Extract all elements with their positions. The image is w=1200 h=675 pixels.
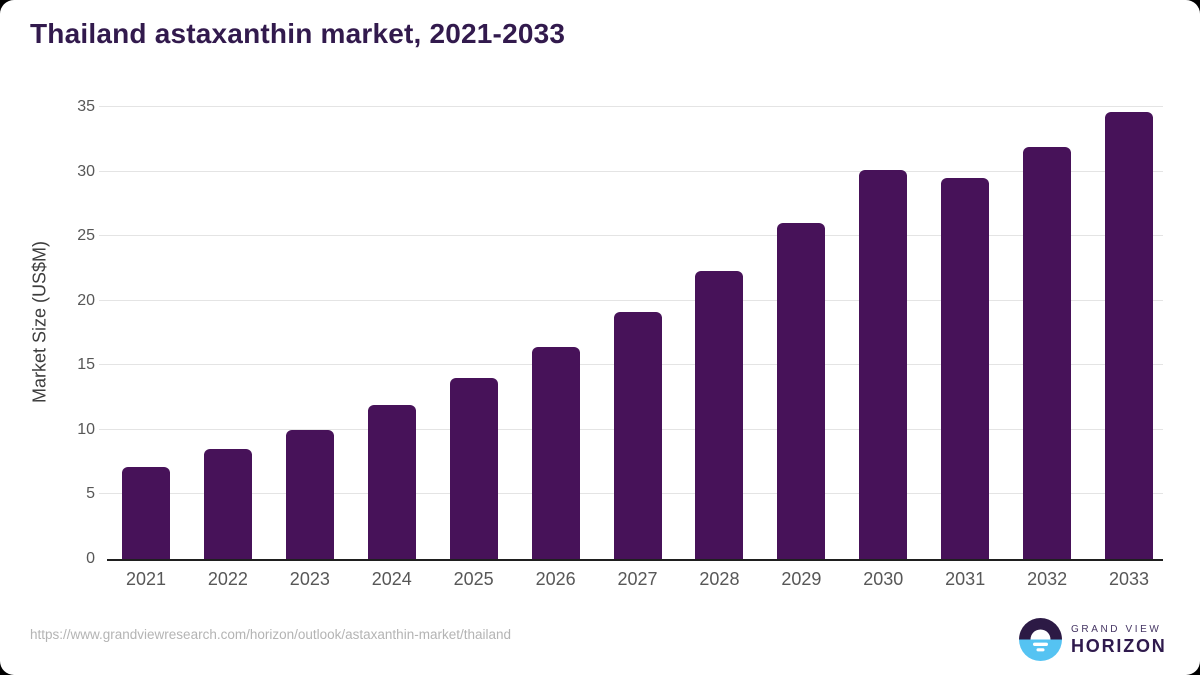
bar-2021[interactable] [122,467,170,559]
x-tick-label-2029: 2029 [781,569,822,589]
bar-2028[interactable] [695,271,744,559]
bar-2033[interactable] [1105,112,1154,559]
gridline-35 [99,106,1163,107]
gridline-25 [99,235,1163,237]
x-tick-label-2021: 2021 [125,569,167,589]
gridline-20 [99,299,1163,301]
chart-title: Thailand astaxanthin market, 2021-2033 [30,18,566,49]
bar-2025[interactable] [449,378,498,559]
bar-2022[interactable] [203,449,252,559]
x-tick-label-2032: 2032 [1027,569,1068,589]
x-tick-label-2025: 2025 [453,569,494,589]
bar-2024[interactable] [367,405,416,559]
logo-brand-bottom: HORIZON [1071,636,1167,656]
bar-2023[interactable] [285,429,334,559]
x-axis-line [107,559,1163,561]
bar-2026[interactable] [531,347,580,559]
y-tick-label-30: 30 [77,162,95,180]
x-tick-label-2030: 2030 [863,569,904,589]
gridline-30 [99,170,1163,172]
logo-wordmark: GRAND VIEW HORIZON [1071,624,1167,655]
y-tick-label-25: 25 [77,227,95,245]
bar-2032[interactable] [1023,147,1072,559]
x-tick-label-2028: 2028 [699,569,740,589]
grand-view-horizon-logo: GRAND VIEW HORIZON [1019,618,1167,661]
y-tick-label-5: 5 [86,485,95,503]
bar-2031[interactable] [941,178,990,559]
x-tick-label-2022: 2022 [207,569,248,589]
x-tick-label-2031: 2031 [945,569,986,589]
bar-2030[interactable] [859,170,908,559]
x-tick-label-2023: 2023 [289,569,330,589]
bar-2029[interactable] [777,223,826,559]
y-axis-title: Market Size (US$M) [29,240,50,404]
y-tick-label-20: 20 [77,291,95,309]
y-tick-label-35: 35 [77,98,95,115]
bar-2027[interactable] [613,312,662,559]
source-url: https://www.grandviewresearch.com/horizo… [30,627,511,642]
horizon-sun-icon [1019,618,1062,661]
x-tick-label-2026: 2026 [535,569,576,589]
y-tick-label-10: 10 [77,420,95,438]
y-tick-label-0: 0 [86,550,95,567]
x-tick-label-2027: 2027 [617,569,658,589]
y-tick-label-15: 15 [77,356,95,374]
x-tick-label-2033: 2033 [1109,569,1150,589]
x-tick-label-2024: 2024 [371,569,412,589]
logo-brand-top: GRAND VIEW [1071,624,1162,635]
plot-area [99,106,1163,561]
